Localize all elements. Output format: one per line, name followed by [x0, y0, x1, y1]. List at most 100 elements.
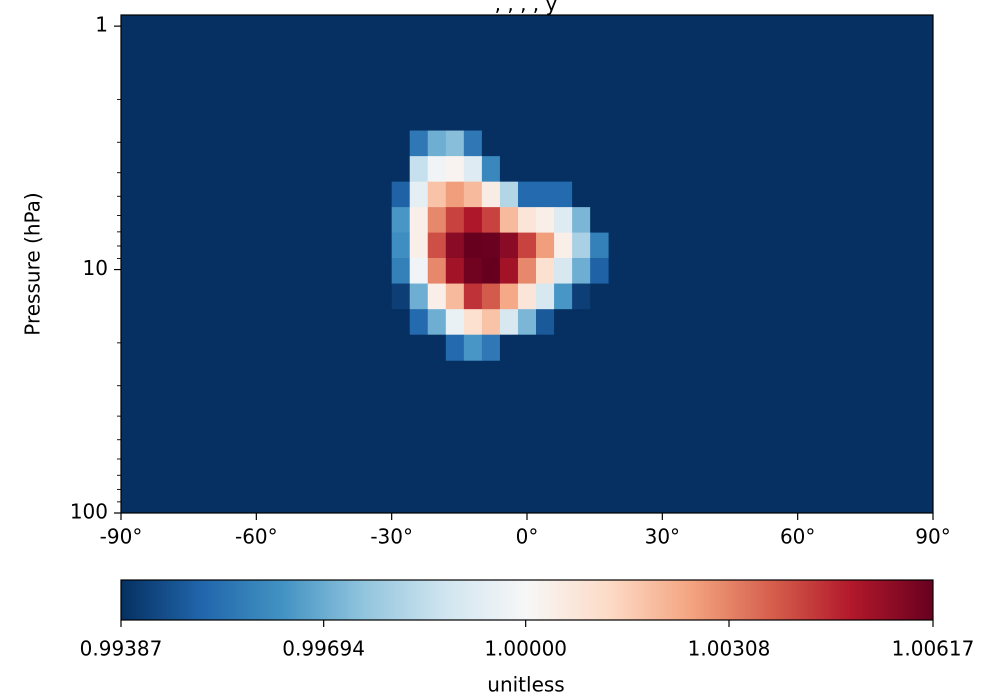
colorbar-tick-label: 1.00308 [688, 637, 771, 661]
colorbar-tick-label: 0.99694 [282, 637, 365, 661]
heatmap-cell [590, 207, 609, 233]
heatmap-cell [445, 283, 465, 310]
heatmap-cell [463, 130, 483, 157]
heatmap-cell [572, 130, 591, 157]
heatmap-cell [499, 130, 519, 157]
y-tick-label: 100 [70, 500, 108, 524]
x-tick-label: 60° [780, 525, 815, 549]
colorbar-label: unitless [487, 673, 564, 697]
heatmap-cell [427, 334, 447, 361]
x-tick-label: 0° [516, 525, 539, 549]
heatmap-cell [427, 283, 447, 310]
y-tick-label: 10 [83, 256, 108, 280]
heatmap-cell [445, 156, 465, 183]
heatmap-cell [536, 181, 555, 208]
heatmap-cell [463, 257, 483, 284]
heatmap-cell [517, 309, 537, 336]
heatmap-cell [572, 232, 591, 259]
heatmap-cell [445, 232, 465, 259]
heatmap-cell [590, 334, 609, 361]
heatmap-cell [445, 130, 465, 157]
heatmap-cell [427, 257, 447, 284]
heatmap-cell [463, 283, 483, 310]
heatmap-cell [536, 257, 555, 284]
heatmap-cell [391, 334, 411, 361]
heatmap-cell [427, 232, 447, 259]
heatmap-cell [409, 283, 429, 310]
heatmap-cell [481, 181, 501, 208]
colorbar-ticks: 0.99387 0.99694 1.00000 1.00308 1.00617 [80, 620, 975, 661]
heatmap-cell [572, 257, 591, 284]
heatmap-cell [499, 309, 519, 336]
heatmap-cell [427, 309, 447, 336]
heatmap-cell [481, 130, 501, 157]
heatmap-cell [391, 181, 411, 208]
heatmap-cell [536, 207, 555, 233]
heatmap-cell [517, 156, 537, 183]
heatmap-cell [409, 207, 429, 233]
heatmap-cell [590, 181, 609, 208]
heatmap-cell [499, 334, 519, 361]
heatmap-cell [572, 156, 591, 183]
heatmap-cell [427, 156, 447, 183]
x-tick-label: 30° [645, 525, 680, 549]
heatmap-cell [590, 130, 609, 157]
heatmap-cell [427, 207, 447, 233]
heatmap-cell [536, 283, 555, 310]
heatmap-cell [391, 156, 411, 183]
colorbar-tick-label: 1.00000 [484, 637, 567, 661]
heatmap-cell [590, 309, 609, 336]
heatmap-cell [481, 283, 501, 310]
heatmap-cells [391, 130, 609, 361]
heatmap-cell [391, 309, 411, 336]
chart-title: , , , , y [495, 0, 558, 16]
heatmap-cell [481, 232, 501, 259]
heatmap-cell [481, 334, 501, 361]
heatmap-cell [554, 334, 573, 361]
heatmap-cell [536, 232, 555, 259]
x-tick-label: -30° [370, 525, 413, 549]
heatmap-cell [572, 181, 591, 208]
heatmap-cell [427, 130, 447, 157]
heatmap-cell [481, 207, 501, 233]
heatmap-cell [517, 283, 537, 310]
colorbar-tick-label: 1.00617 [892, 637, 975, 661]
colorbar-tick-label: 0.99387 [80, 637, 163, 661]
y-tick-label: 1 [95, 13, 108, 37]
heatmap-cell [536, 156, 555, 183]
heatmap-cell [463, 232, 483, 259]
heatmap-cell [445, 334, 465, 361]
x-tick-label: 90° [915, 525, 950, 549]
heatmap-cell [517, 257, 537, 284]
heatmap-cell [391, 207, 411, 233]
heatmap-cell [517, 232, 537, 259]
heatmap-cell [499, 207, 519, 233]
heatmap-cell [499, 181, 519, 208]
heatmap-cell [554, 309, 573, 336]
heatmap-cell [409, 181, 429, 208]
heatmap-cell [409, 309, 429, 336]
heatmap-cell [391, 257, 411, 284]
heatmap-cell [590, 283, 609, 310]
heatmap-cell [463, 181, 483, 208]
heatmap-cell [463, 309, 483, 336]
heatmap-cell [445, 181, 465, 208]
x-axis: -90° -60° -30° 0° 30° 60° 90° [100, 513, 951, 549]
heatmap-cell [391, 130, 411, 157]
heatmap-cell [554, 156, 573, 183]
heatmap-cell [427, 181, 447, 208]
heatmap-cell [517, 334, 537, 361]
heatmap-cell [499, 156, 519, 183]
heatmap-cell [554, 130, 573, 157]
heatmap-cell [572, 283, 591, 310]
y-axis-label: Pressure (hPa) [21, 192, 45, 335]
heatmap-cell [554, 181, 573, 208]
heatmap-cell [554, 232, 573, 259]
heatmap-cell [481, 257, 501, 284]
heatmap-cell [499, 257, 519, 284]
heatmap-cell [517, 207, 537, 233]
heatmap-cell [463, 207, 483, 233]
heatmap-cell [517, 130, 537, 157]
heatmap-cell [536, 309, 555, 336]
